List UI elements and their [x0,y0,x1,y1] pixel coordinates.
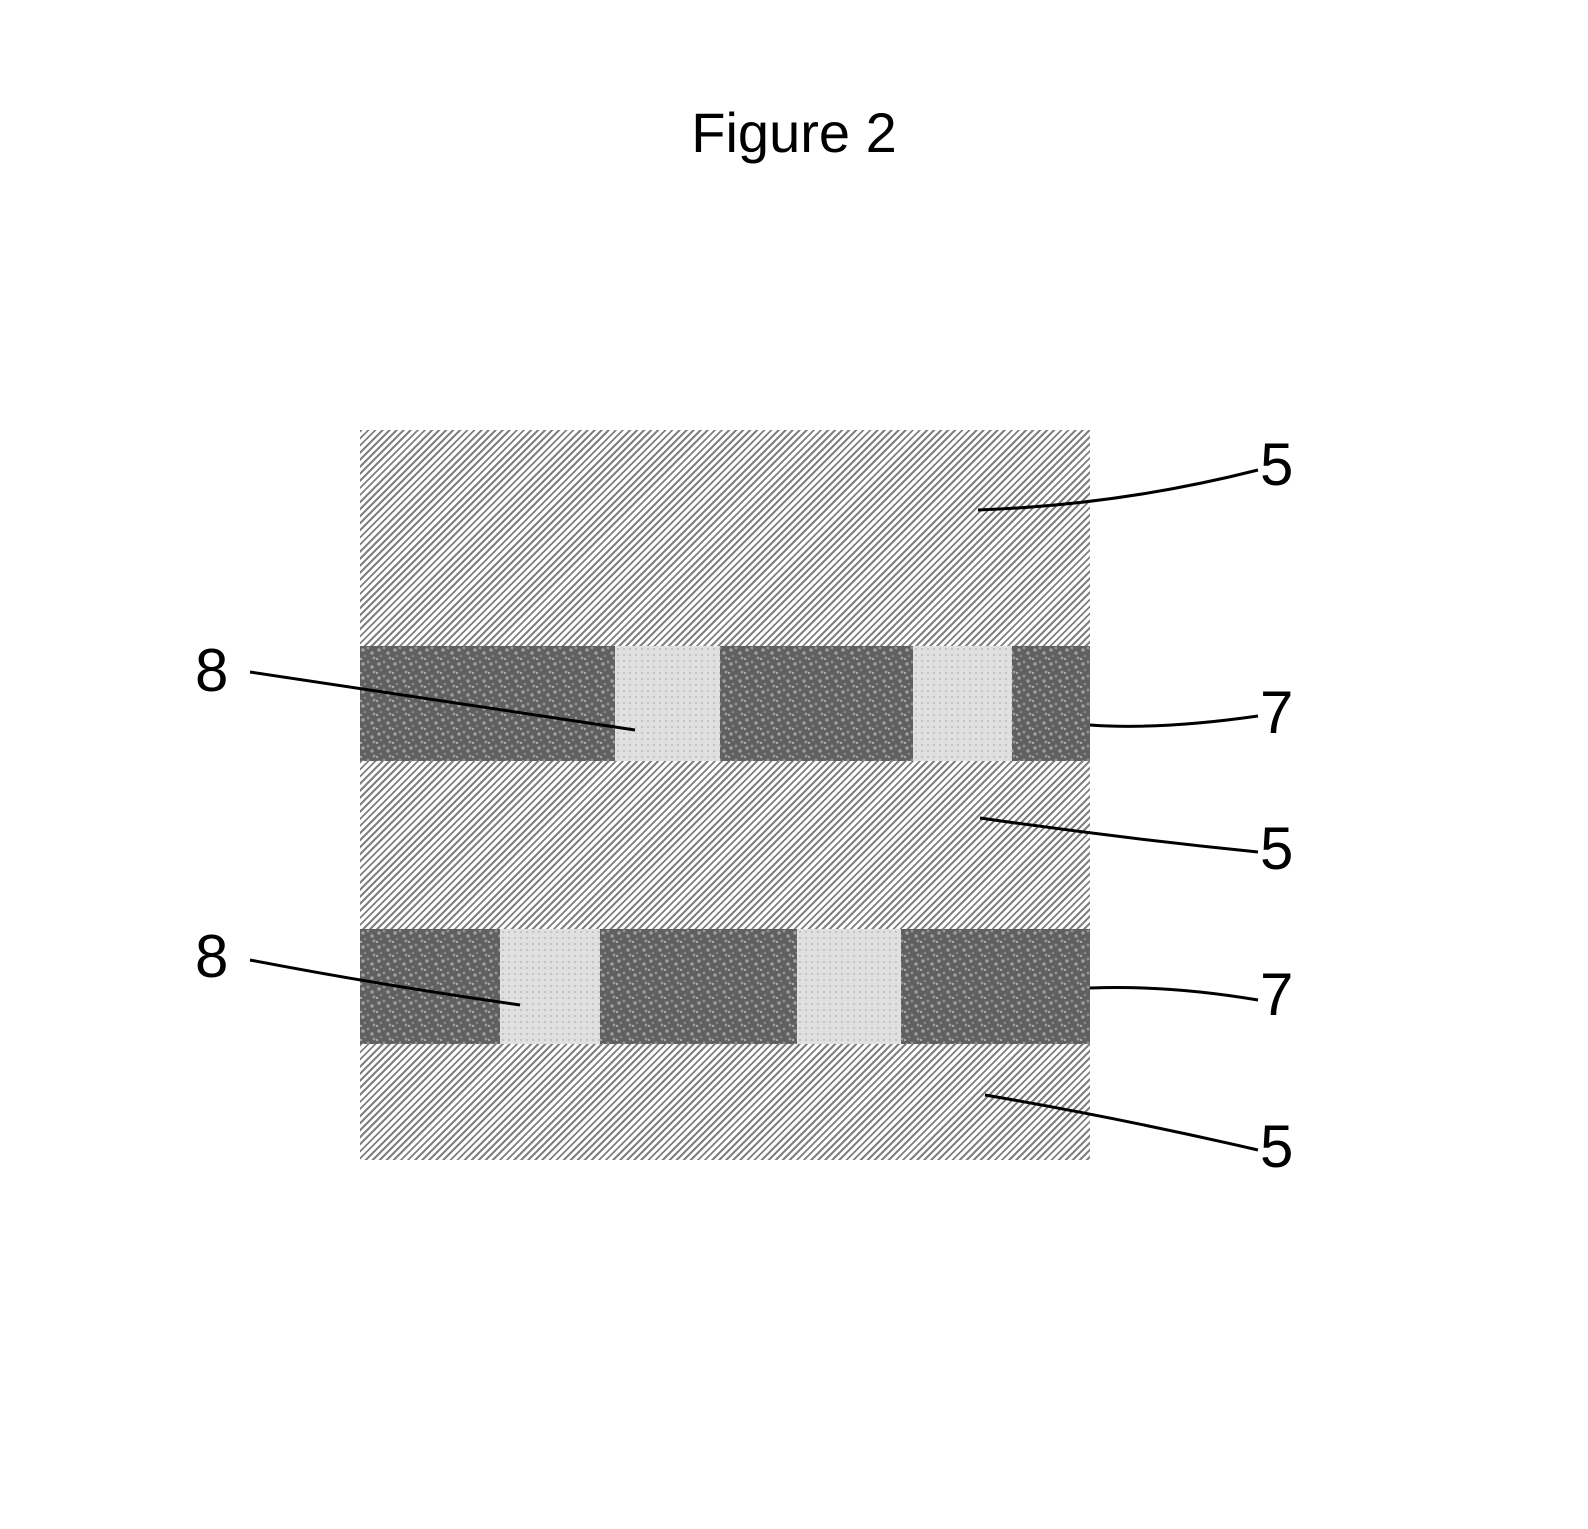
label-8-lower: 8 [195,922,228,991]
label-5-top: 5 [1260,430,1293,499]
layer-5-mid [360,761,1090,929]
figure-title: Figure 2 [0,100,1588,165]
label-5-mid: 5 [1260,814,1293,883]
layer-5-top [360,430,1090,646]
light-block [913,646,1012,761]
light-block [500,929,600,1044]
figure-container: Figure 2 5 7 5 7 5 8 8 [0,0,1588,1529]
label-7-upper: 7 [1260,678,1293,747]
layer-5-bottom [360,1044,1090,1160]
light-block [615,646,720,761]
layer-7-lower [360,929,1090,1044]
label-8-upper: 8 [195,636,228,705]
label-5-bottom: 5 [1260,1112,1293,1181]
light-block [797,929,901,1044]
label-7-lower: 7 [1260,960,1293,1029]
diagram [360,430,1090,1160]
layer-7-upper [360,646,1090,761]
